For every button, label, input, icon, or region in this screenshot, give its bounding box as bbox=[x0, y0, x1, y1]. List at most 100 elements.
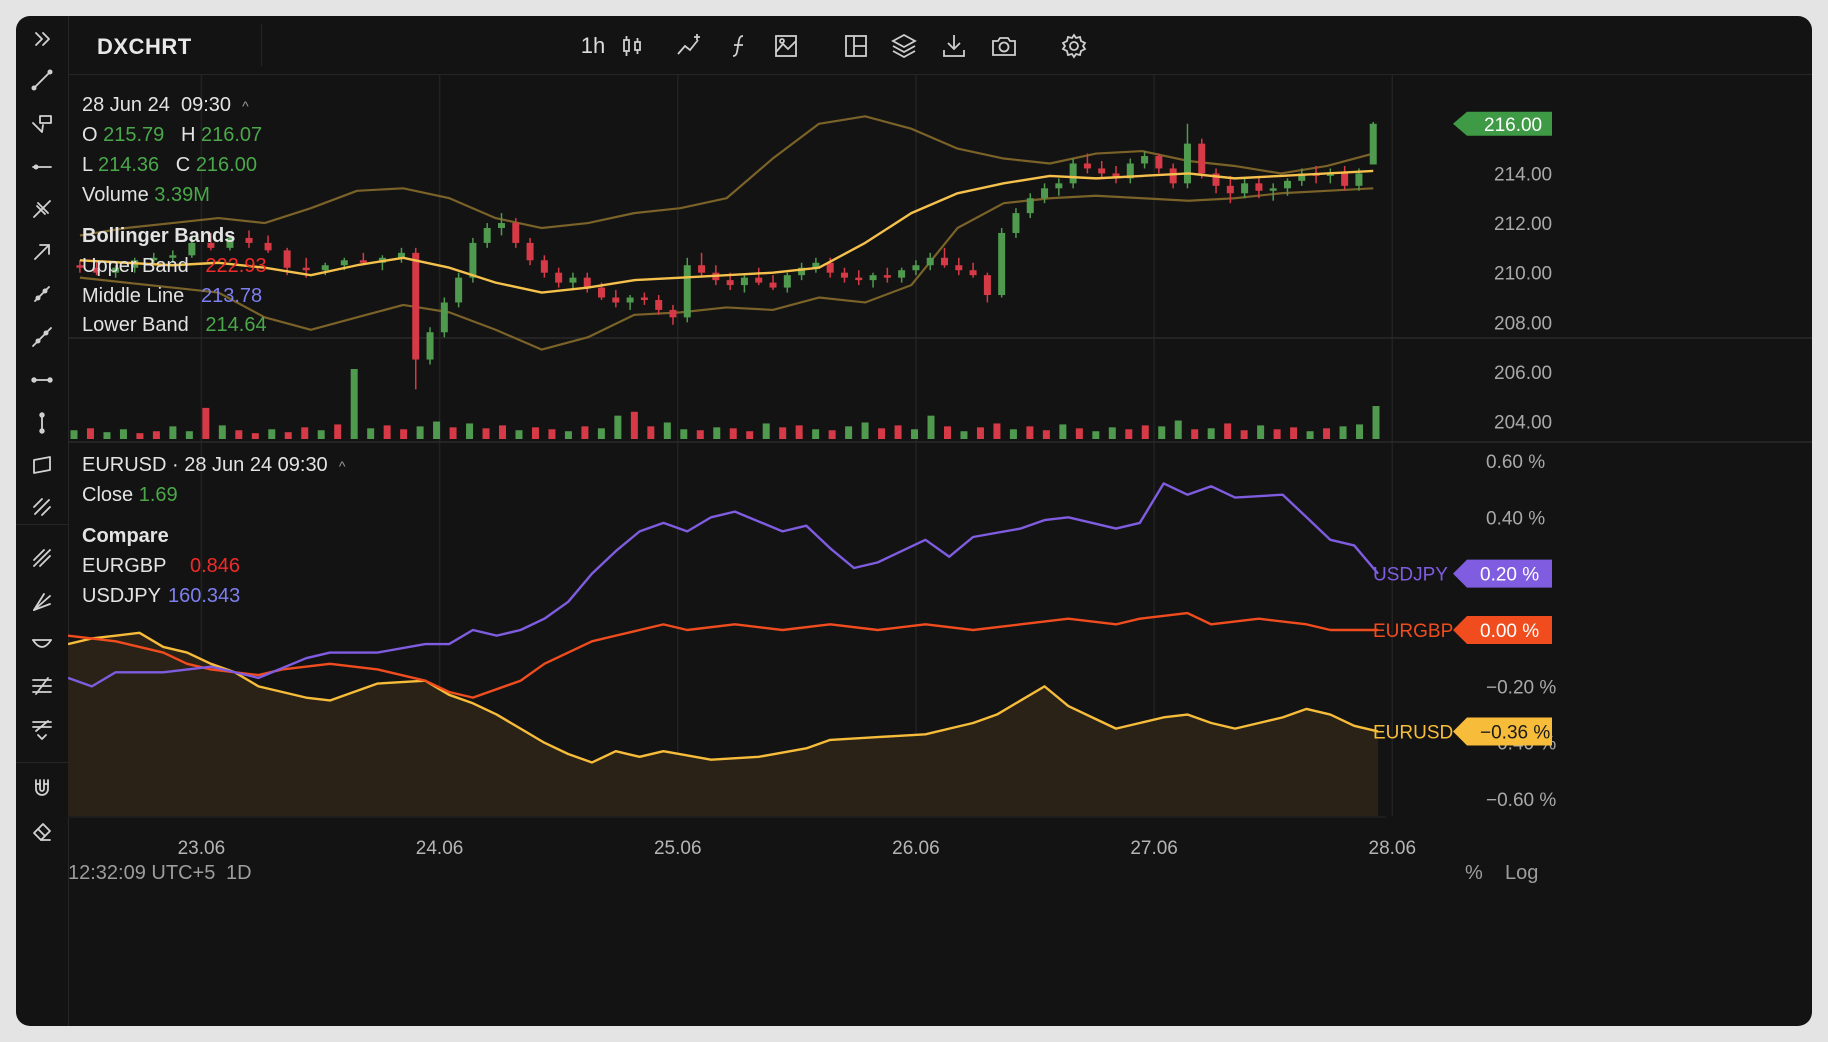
candle-body bbox=[1212, 173, 1220, 186]
candle-body bbox=[1012, 213, 1020, 233]
horizontal-ray-icon[interactable] bbox=[26, 364, 58, 396]
fib-channel-icon[interactable] bbox=[26, 713, 58, 745]
volume-bar bbox=[1075, 428, 1083, 439]
candle-body bbox=[1169, 168, 1177, 184]
collapse-chevron-icon[interactable]: ^ bbox=[242, 98, 249, 114]
candle-body bbox=[555, 272, 563, 283]
magnet-icon[interactable] bbox=[26, 772, 58, 804]
collapse-chevron-icon[interactable]: ^ bbox=[338, 458, 346, 474]
volume-bar bbox=[1356, 424, 1364, 439]
candle-body bbox=[340, 260, 348, 266]
candle-body bbox=[540, 260, 548, 273]
layout-icon[interactable] bbox=[840, 30, 872, 62]
bb-middle-row: Middle Line 213.78 bbox=[82, 285, 262, 308]
candle-body bbox=[640, 297, 648, 300]
studies-icon[interactable] bbox=[723, 30, 755, 62]
bb-middle-value: 213.78 bbox=[200, 285, 263, 307]
volume-bar bbox=[301, 427, 309, 439]
candle-body bbox=[626, 297, 634, 303]
volume-bar bbox=[663, 422, 671, 439]
candle-body bbox=[1183, 143, 1191, 184]
candle-body bbox=[512, 223, 520, 243]
candle-body bbox=[855, 277, 863, 281]
candle-body bbox=[1112, 173, 1120, 179]
candle-body bbox=[926, 257, 934, 266]
drawings-icon[interactable] bbox=[770, 30, 802, 62]
horizontal-line-icon[interactable] bbox=[26, 151, 58, 183]
rectangle-icon[interactable] bbox=[26, 449, 58, 481]
time-axis-label: 25.06 bbox=[654, 838, 702, 859]
candle-body bbox=[669, 309, 677, 318]
volume-bar bbox=[1372, 406, 1380, 439]
volume-bar bbox=[911, 429, 919, 439]
series-value-tag-label: 0.00 % bbox=[1480, 621, 1539, 642]
download-icon[interactable] bbox=[938, 30, 970, 62]
eraser-icon[interactable] bbox=[26, 814, 58, 846]
pitchfork-icon[interactable] bbox=[26, 193, 58, 225]
compare-close-label: Close bbox=[82, 484, 134, 506]
volume-bar bbox=[1158, 426, 1166, 439]
settings-icon[interactable] bbox=[1058, 30, 1090, 62]
volume-bar bbox=[169, 426, 177, 439]
volume-bar bbox=[1207, 428, 1215, 439]
fib-fan-icon[interactable] bbox=[26, 586, 58, 618]
series-value-tag bbox=[1453, 559, 1552, 588]
expand-icon[interactable] bbox=[26, 23, 58, 55]
candle-body bbox=[469, 242, 477, 278]
candles-icon[interactable] bbox=[616, 30, 648, 62]
range-button[interactable]: 1D bbox=[226, 862, 252, 884]
high-label: H bbox=[180, 124, 196, 146]
candle-body bbox=[583, 277, 591, 288]
chart-canvas[interactable]: 204.00 206.00 208.00 210.00 212.00 214.00 216.… bbox=[68, 74, 1812, 1026]
app-logo: DXCHRT bbox=[97, 34, 192, 59]
volume-bar bbox=[729, 428, 737, 439]
candle-body bbox=[526, 242, 534, 261]
candle-body bbox=[955, 265, 963, 271]
candle-body bbox=[869, 275, 877, 281]
volume-bar bbox=[630, 411, 638, 439]
candle-body bbox=[245, 237, 253, 243]
arrow-icon[interactable] bbox=[26, 236, 58, 268]
volume-bar bbox=[696, 430, 704, 439]
candle-body bbox=[1298, 173, 1306, 181]
bb-lower-value: 214.64 bbox=[205, 314, 267, 336]
compare-title[interactable]: Compare bbox=[82, 525, 169, 547]
callout-icon[interactable] bbox=[26, 108, 58, 140]
candle-body bbox=[483, 228, 491, 243]
interval-button[interactable]: 1h bbox=[580, 33, 606, 58]
candle-body bbox=[302, 267, 310, 271]
candle-body bbox=[1341, 173, 1349, 186]
volume-bar bbox=[779, 427, 787, 439]
vertical-line-icon[interactable] bbox=[26, 407, 58, 439]
candle-body bbox=[440, 302, 448, 333]
low-label: L bbox=[82, 154, 93, 176]
candle-body bbox=[1226, 185, 1234, 194]
time-axis-label: 24.06 bbox=[416, 838, 464, 859]
candle-body bbox=[1126, 163, 1134, 179]
volume-bar bbox=[152, 431, 160, 439]
time-axis-label: 23.06 bbox=[178, 838, 226, 859]
volume-bar bbox=[1191, 429, 1199, 439]
camera-icon[interactable] bbox=[986, 30, 1022, 62]
percent-scale-button[interactable]: % bbox=[1465, 862, 1483, 884]
volume-bar bbox=[1290, 427, 1298, 439]
fib-retracement-icon[interactable] bbox=[26, 670, 58, 702]
ray-icon[interactable] bbox=[26, 278, 58, 310]
candle-body bbox=[1369, 123, 1377, 165]
indicators-icon[interactable] bbox=[673, 30, 705, 62]
bollinger-title[interactable]: Bollinger Bands bbox=[82, 225, 236, 247]
compare-item-value: 160.343 bbox=[168, 585, 241, 607]
extended-line-icon[interactable] bbox=[26, 321, 58, 353]
volume-bar bbox=[1224, 423, 1232, 439]
volume-bar bbox=[1240, 430, 1248, 439]
log-scale-button[interactable]: Log bbox=[1505, 862, 1539, 884]
volume-bar bbox=[1339, 426, 1347, 439]
brush-icon[interactable] bbox=[26, 491, 58, 523]
volume-bar bbox=[334, 424, 342, 439]
gann-fan-icon[interactable] bbox=[26, 542, 58, 574]
arc-icon[interactable] bbox=[26, 628, 58, 660]
price-axis-label: 206.00 bbox=[1494, 363, 1552, 384]
trend-line-icon[interactable] bbox=[26, 64, 58, 96]
volume-bar bbox=[581, 426, 589, 439]
layers-icon[interactable] bbox=[888, 30, 920, 62]
